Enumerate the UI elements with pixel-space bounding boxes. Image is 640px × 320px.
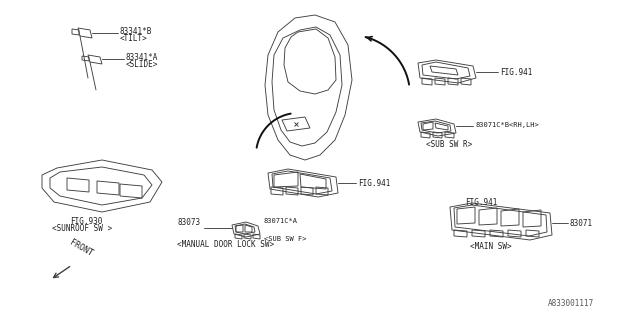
Text: <SUNROOF SW >: <SUNROOF SW > <box>52 224 112 233</box>
Text: <MAIN SW>: <MAIN SW> <box>470 242 511 251</box>
Text: <MANUAL DOOR LOCK SW>: <MANUAL DOOR LOCK SW> <box>177 240 274 249</box>
Text: 83071: 83071 <box>570 219 593 228</box>
Text: FIG.930: FIG.930 <box>70 217 102 226</box>
Text: <SUB SW R>: <SUB SW R> <box>426 140 472 149</box>
Text: FIG.941: FIG.941 <box>500 68 532 77</box>
Text: FIG.941: FIG.941 <box>465 198 497 207</box>
Text: 83341*A: 83341*A <box>126 53 158 62</box>
Text: 83071C*B<RH,LH>: 83071C*B<RH,LH> <box>475 122 539 128</box>
Text: FRONT: FRONT <box>68 238 94 258</box>
Text: FIG.941: FIG.941 <box>358 179 390 188</box>
Text: 83073: 83073 <box>177 218 200 227</box>
Text: <SUB SW F>: <SUB SW F> <box>264 236 307 242</box>
Text: <TILT>: <TILT> <box>120 34 148 43</box>
Text: 83341*B: 83341*B <box>120 27 152 36</box>
Text: <SLIDE>: <SLIDE> <box>126 60 158 69</box>
Text: 83071C*A: 83071C*A <box>264 218 298 224</box>
Text: A833001117: A833001117 <box>548 299 595 308</box>
